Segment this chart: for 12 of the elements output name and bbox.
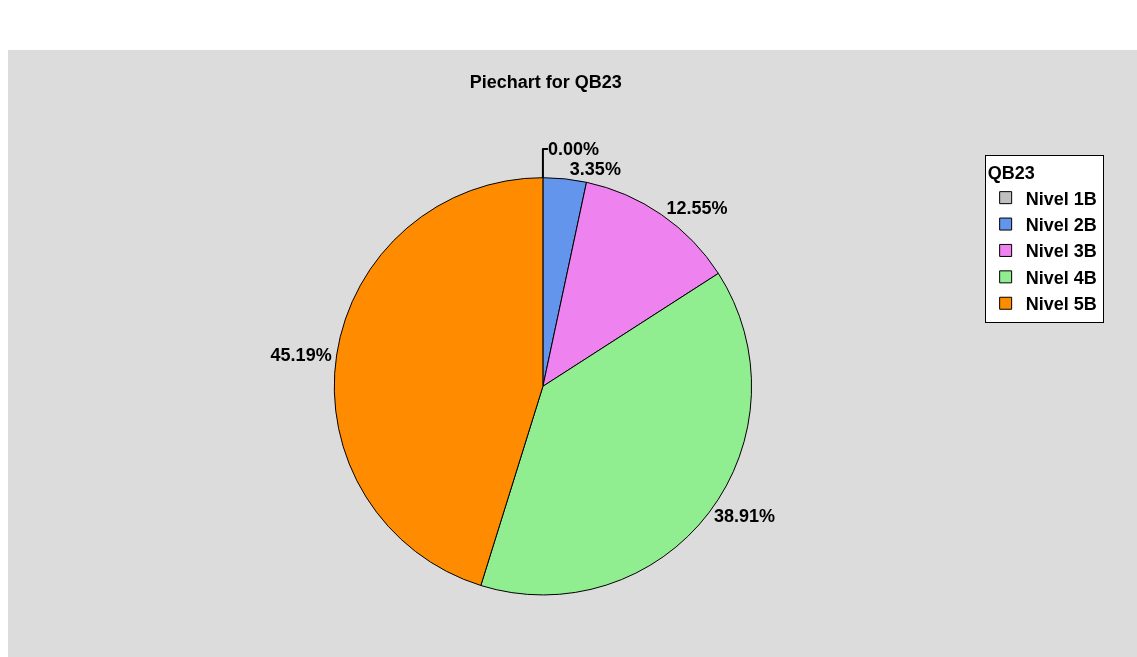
legend-title: QB23 — [987, 163, 1035, 184]
text: 0.00% — [547, 138, 599, 159]
data-label: 12.55% — [666, 197, 728, 218]
data-label: 38.91% — [713, 506, 775, 527]
chart-title: Piechart for QB23 — [469, 72, 622, 93]
legend-label: Nivel 1B — [1025, 188, 1097, 209]
data-label: 45.19% — [270, 344, 332, 365]
legend-label: Nivel 2B — [1025, 215, 1097, 236]
legend-label: Nivel 5B — [1025, 294, 1097, 315]
legend-label: Nivel 4B — [1025, 267, 1097, 288]
legend-label: Nivel 3B — [1025, 241, 1097, 262]
data-label: 3.35% — [569, 158, 621, 179]
